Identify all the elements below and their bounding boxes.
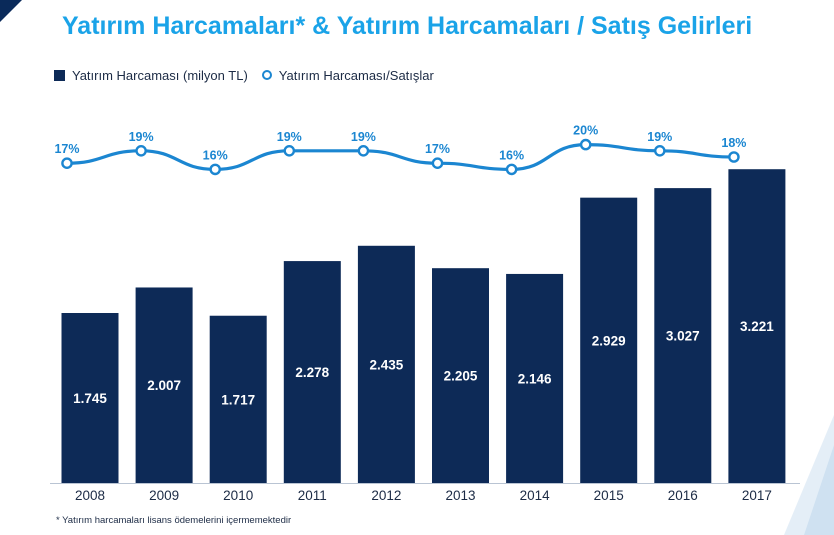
bar-value-label: 2.146 [518,371,552,386]
ratio-point-2008 [61,157,73,169]
bar-value-label: 1.745 [73,391,107,406]
ratio-value-label: 19% [647,130,672,144]
x-tick-label: 2011 [298,488,327,503]
bar-2015 [580,197,638,484]
x-tick-label: 2016 [668,488,698,503]
bar-2013 [432,268,489,483]
ratio-point-2011 [283,144,296,157]
ratio-point-2010 [209,163,221,176]
bar-value-label: 3.221 [740,319,774,334]
ratio-value-label: 19% [277,130,302,144]
x-tick-label: 2017 [742,488,772,503]
bar-value-label: 2.435 [370,357,404,372]
bar-2008 [61,313,119,483]
bar-2016 [654,188,712,483]
bar-value-label: 3.027 [666,329,700,344]
bar-value-label: 2.278 [295,365,329,380]
ratio-value-label: 20% [573,124,598,138]
legend-bar-swatch-icon [54,69,65,81]
ratio-value-label: 17% [425,142,450,156]
bar-2017 [728,169,786,483]
x-tick-label: 2010 [223,488,253,503]
bar-2009 [135,287,193,483]
legend-line-swatch-icon [261,70,272,80]
line-layer: 17% 19% 16% 19% 19% 17% 16% 20% 19% 18% [54,124,746,176]
bars-layer: 1.745 2.007 1.717 2.278 2.435 2.205 2.146 2.929… [61,169,786,484]
x-tick-label: 2008 [75,488,105,503]
legend-bars-label: Yatırım Harcaması (milyon TL) [72,67,248,83]
bar-2011 [283,261,341,483]
bar-2010 [209,315,267,483]
ratio-point-2013 [431,157,444,169]
ratio-series-line [66,142,734,172]
ratio-value-label: 16% [499,148,524,162]
x-tick-label: 2013 [445,488,475,503]
x-tick-label: 2012 [371,488,401,503]
ratio-value-label: 19% [351,130,376,144]
corner-decoration [0,0,22,22]
bar-value-label: 2.929 [592,333,626,348]
bar-2012 [357,245,415,483]
ratio-value-label: 16% [203,148,228,162]
ratio-point-2014 [505,163,518,176]
bar-value-label: 1.717 [221,392,255,407]
ratio-point-2009 [135,144,147,157]
legend-item-bars: Yatırım Harcaması (milyon TL) [54,68,248,83]
legend: Yatırım Harcaması (milyon TL) Yatırım Ha… [54,66,434,84]
chart-title: Yatırım Harcamaları* & Yatırım Harcamala… [62,12,753,40]
x-tick-label: 2009 [149,488,179,503]
x-tick-label: 2015 [594,488,624,503]
legend-line-label: Yatırım Harcaması/Satışlar [278,67,434,83]
corner-ribbon-decoration [784,415,834,535]
ratio-point-2017 [728,151,740,163]
ratio-point-2015 [579,138,592,151]
x-tick-label: 2014 [520,488,551,503]
bar-value-label: 2.007 [147,378,181,393]
footnote: * Yatırım harcamaları lisans ödemelerini… [56,515,292,526]
bar-value-label: 2.205 [444,369,478,384]
ratio-point-2012 [357,144,370,157]
legend-item-line: Yatırım Harcaması/Satışlar [261,67,434,83]
bar-2014 [506,273,564,483]
ratio-value-label: 19% [129,130,154,144]
ratio-value-label: 18% [721,136,746,150]
ratio-value-label: 17% [54,142,79,156]
ratio-point-2016 [654,144,666,157]
x-axis: 2008 2009 2010 2011 2012 2013 2014 2015 2016 2017 [50,483,800,503]
